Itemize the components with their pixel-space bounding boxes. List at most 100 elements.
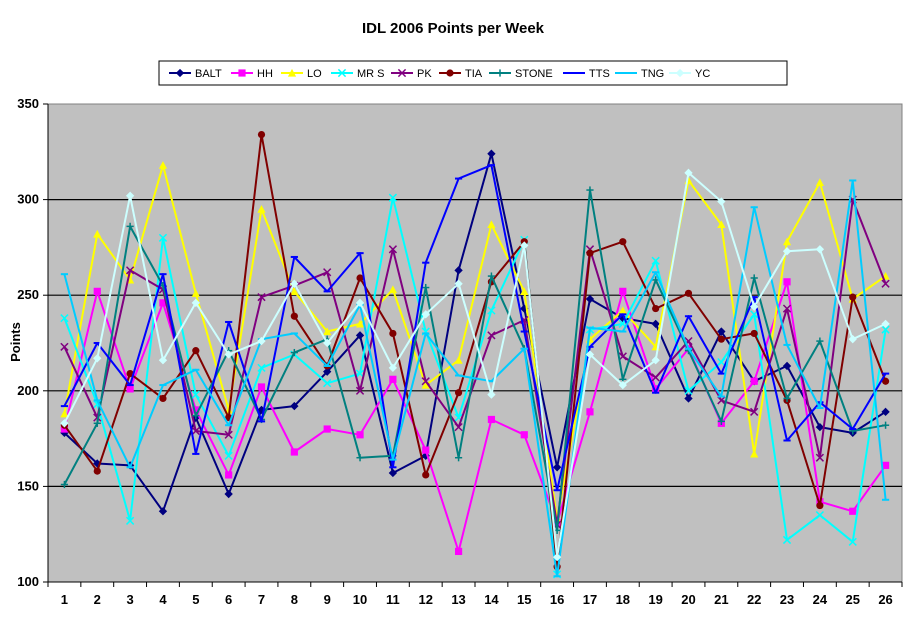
data-point-pk xyxy=(815,453,825,462)
legend-label-balt: BALT xyxy=(195,68,222,80)
data-point-hh xyxy=(126,385,134,393)
data-point-hh xyxy=(60,425,69,433)
legend-item-balt: BALT xyxy=(169,68,222,80)
data-point-yc xyxy=(585,350,595,359)
data-point-lo xyxy=(290,287,299,295)
legend-item-tia: TIA xyxy=(439,68,483,80)
data-point-yc xyxy=(848,335,857,344)
data-point-tia xyxy=(93,467,101,475)
data-point-hh xyxy=(290,448,298,456)
data-point-mr-s-stroke xyxy=(717,357,726,367)
data-point-balt xyxy=(717,327,726,336)
series-line-hh xyxy=(63,280,887,553)
legend-item-lo: LO xyxy=(281,68,322,80)
data-point-yc xyxy=(651,356,660,365)
x-tick-label: 18 xyxy=(616,592,630,607)
data-point-pk xyxy=(782,304,792,313)
data-point-lo xyxy=(782,237,792,246)
data-point-hh xyxy=(159,299,167,307)
data-point-mr-s xyxy=(323,379,332,388)
x-tick-label: 22 xyxy=(747,592,761,607)
data-point-tia xyxy=(356,274,364,282)
legend-label-tts: TTS xyxy=(589,68,610,80)
legend-label-yc: YC xyxy=(695,68,710,80)
legend-item-tng: TNG xyxy=(615,68,664,80)
data-point-mr-s-stroke xyxy=(454,413,463,422)
data-point-mr-s-stroke xyxy=(848,537,857,546)
data-point-pk-stroke xyxy=(257,292,266,302)
data-point-yc xyxy=(93,354,102,363)
data-point-mr-s xyxy=(651,256,660,265)
legend-label-tng: TNG xyxy=(641,68,664,80)
data-point-mr-s-stroke xyxy=(158,233,168,242)
data-point-pk xyxy=(224,430,233,439)
x-tick-label: 12 xyxy=(418,592,432,607)
data-point-mr-s xyxy=(717,357,726,367)
data-point-mr-s xyxy=(848,537,857,546)
legend-marker-mr-s-stroke xyxy=(337,68,347,78)
legend-label-tia: TIA xyxy=(465,68,483,80)
data-point-mr-s-stroke xyxy=(684,386,693,395)
x-tick-label: 10 xyxy=(353,592,367,607)
data-point-pk xyxy=(717,396,726,405)
data-point-yc xyxy=(158,356,168,365)
data-point-yc xyxy=(60,419,69,428)
data-point-pk xyxy=(881,279,890,288)
data-point-balt xyxy=(684,394,693,403)
x-tick-label: 20 xyxy=(681,592,695,607)
legend-marker-yc xyxy=(675,68,685,78)
legend-item-mr-s: MR S xyxy=(331,68,385,80)
data-point-tia xyxy=(422,471,430,479)
data-point-lo xyxy=(323,327,332,336)
data-point-pk-stroke xyxy=(388,245,398,254)
data-point-pk-stroke xyxy=(782,304,792,313)
legend-marker-balt xyxy=(175,68,185,78)
data-point-mr-s-stroke xyxy=(782,535,792,545)
data-point-mr-s xyxy=(487,306,496,315)
data-point-pk-stroke xyxy=(421,377,430,386)
data-point-yc xyxy=(224,350,233,359)
x-tick-label: 16 xyxy=(550,592,564,607)
legend-label-pk: PK xyxy=(417,68,432,80)
legend-item-yc: YC xyxy=(669,68,710,80)
data-point-mr-s xyxy=(684,386,693,395)
data-point-stone xyxy=(126,222,134,230)
data-point-yc xyxy=(618,380,627,390)
data-point-tia xyxy=(159,394,167,403)
data-point-mr-s xyxy=(257,363,266,372)
x-tick-label: 14 xyxy=(484,592,499,607)
x-tick-label: 26 xyxy=(878,592,892,607)
y-tick-label: 250 xyxy=(17,287,39,302)
data-point-tia xyxy=(881,377,890,385)
data-point-balt xyxy=(552,463,562,472)
data-point-hh xyxy=(192,406,200,414)
data-point-hh xyxy=(454,547,463,556)
data-point-yc xyxy=(881,319,890,329)
data-point-pk-stroke xyxy=(355,386,365,395)
data-point-mr-s-stroke xyxy=(651,256,660,265)
data-point-mr-s-stroke xyxy=(125,516,135,525)
data-point-yc xyxy=(355,298,365,308)
data-point-stone xyxy=(60,480,69,489)
data-point-pk xyxy=(421,377,430,386)
x-tick-label: 17 xyxy=(583,592,597,607)
data-point-pk xyxy=(60,342,69,351)
data-point-pk xyxy=(750,407,759,416)
data-point-tia xyxy=(849,293,857,301)
data-point-pk-stroke xyxy=(191,426,200,436)
data-point-lo xyxy=(717,220,726,229)
x-tick-label: 7 xyxy=(258,592,265,607)
data-point-pk-stroke xyxy=(323,268,332,277)
data-point-lo xyxy=(93,229,102,238)
y-axis-label: Points xyxy=(8,322,23,362)
x-tick-label: 6 xyxy=(225,592,232,607)
data-point-tia xyxy=(816,501,824,510)
data-point-mr-s-stroke xyxy=(60,314,69,323)
data-point-mr-s xyxy=(158,233,168,242)
data-point-hh xyxy=(849,507,857,515)
legend-label-hh: HH xyxy=(257,68,273,80)
data-point-yc xyxy=(815,245,825,254)
data-point-lo xyxy=(750,449,759,458)
data-point-yc xyxy=(520,241,529,250)
data-point-lo xyxy=(355,319,365,328)
